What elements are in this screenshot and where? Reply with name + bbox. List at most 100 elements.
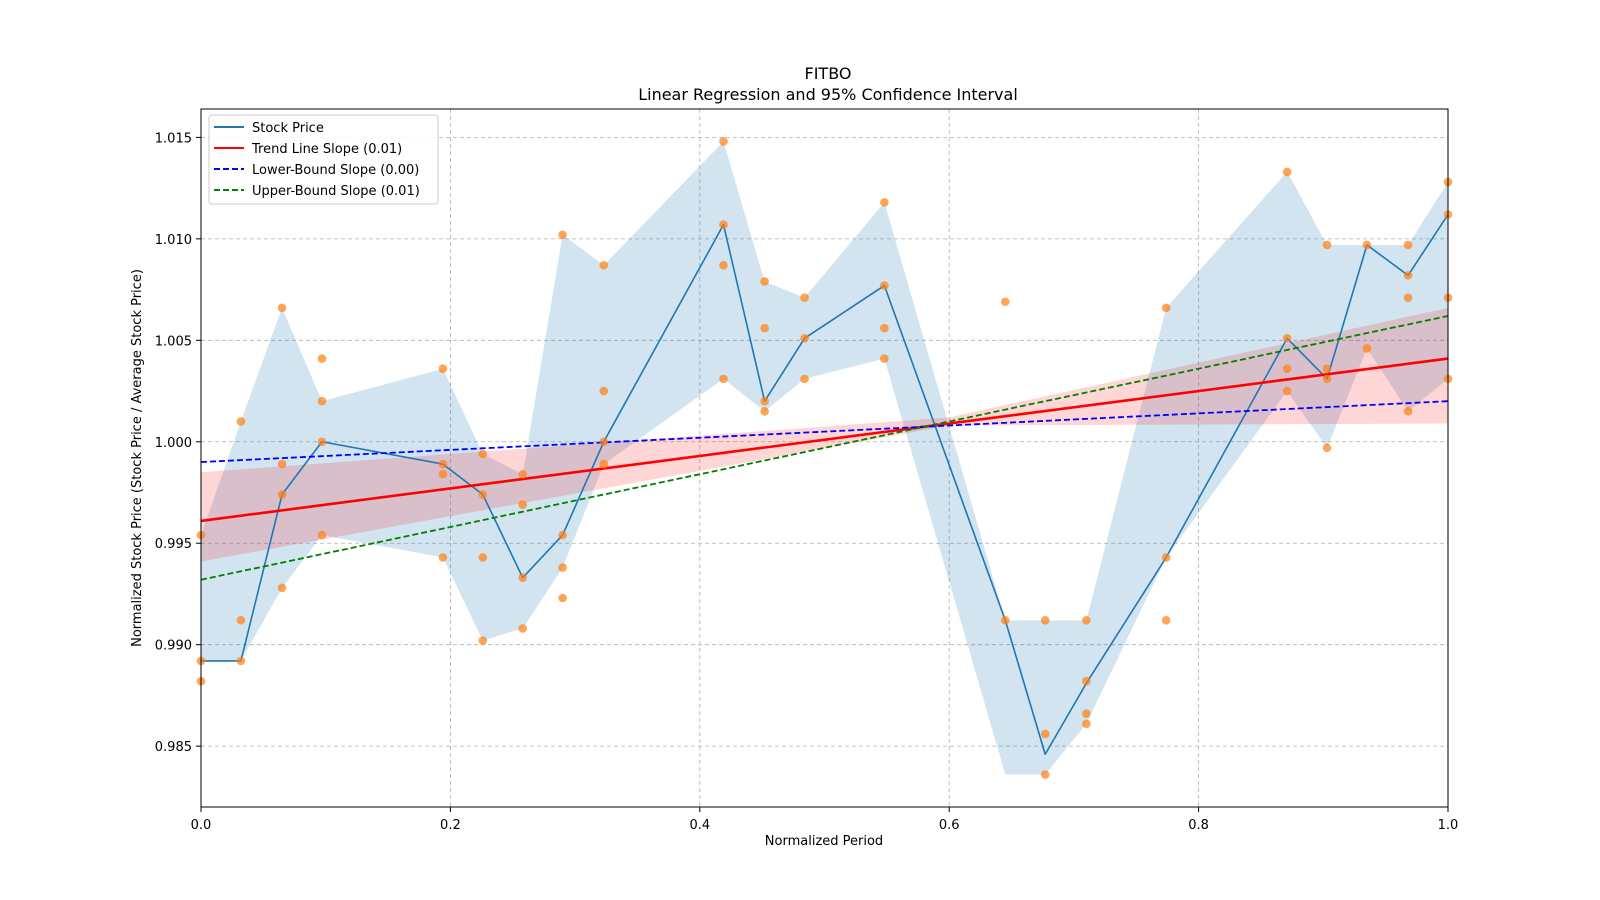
scatter-point-59	[1161, 553, 1171, 562]
scatter-point-64	[1282, 386, 1292, 396]
scatter-point-68	[1322, 443, 1332, 453]
scatter-point-50	[1001, 616, 1010, 625]
scatter-point-24	[518, 573, 528, 583]
scatter-point-39	[760, 323, 769, 333]
trend-ci-band	[201, 307, 1448, 562]
scatter-point-33	[599, 459, 609, 469]
scatter-point-61	[1282, 167, 1292, 177]
scatter-point-5	[236, 656, 246, 666]
scatter-point-15	[438, 459, 448, 469]
scatter-point-45	[880, 198, 889, 207]
scatter-point-38	[760, 277, 769, 286]
scatter-point-43	[800, 333, 809, 343]
y-tick-label-1: 0.990	[155, 639, 192, 654]
scatter-point-32	[599, 437, 609, 447]
y-axis-ticks: 0.985 0.990 0.995 1.000 1.005 1.010 1.015	[155, 131, 201, 755]
scatter-point-8	[277, 490, 287, 499]
scatter-point-58	[1161, 303, 1171, 313]
scatter-point-34	[719, 137, 728, 146]
scatter-point-37	[719, 374, 728, 384]
scatter-point-27	[558, 530, 567, 540]
scatter-point-46	[880, 281, 889, 290]
scatter-point-19	[478, 490, 488, 499]
scatter-point-6	[277, 303, 287, 313]
scatter-point-60	[1161, 616, 1171, 625]
scatter-point-47	[880, 323, 889, 333]
scatter-point-55	[1082, 676, 1091, 686]
scatter-point-12	[317, 437, 327, 447]
scatter-points	[196, 137, 1453, 779]
legend-label-trend-line: Trend Line Slope (0.01)	[251, 142, 402, 157]
scatter-point-57	[1082, 719, 1091, 729]
y-tick-label-4: 1.005	[155, 334, 192, 349]
lower-bound-line	[200, 400, 1449, 463]
scatter-point-71	[1403, 240, 1413, 250]
trend-confidence-band	[201, 307, 1448, 562]
scatter-point-36	[719, 260, 728, 270]
scatter-point-72	[1403, 271, 1413, 280]
scatter-point-23	[518, 500, 528, 509]
y-tick-label-2: 0.995	[155, 537, 192, 552]
scatter-point-70	[1362, 344, 1372, 353]
scatter-point-49	[1001, 297, 1010, 307]
scatter-point-11	[317, 396, 327, 406]
scatter-point-17	[438, 553, 448, 562]
scatter-point-14	[438, 364, 448, 374]
scatter-point-10	[317, 354, 327, 363]
legend-label-upper-bound: Upper-Bound Slope (0.01)	[252, 184, 420, 199]
x-axis-label: Normalized Period	[765, 834, 883, 849]
chart-title: FITBO	[805, 64, 852, 83]
y-tick-label-0: 0.985	[155, 740, 192, 755]
y-tick-label-6: 1.015	[155, 131, 192, 146]
scatter-point-30	[599, 260, 609, 270]
scatter-point-22	[518, 469, 528, 479]
scatter-point-16	[438, 469, 448, 479]
stock-price-range-band	[201, 141, 1448, 775]
x-axis-ticks: 0.0 0.2 0.4 0.6 0.8 1.0	[191, 807, 1459, 833]
scatter-point-51	[1040, 616, 1050, 625]
scatter-point-52	[1040, 729, 1050, 739]
scatter-point-40	[760, 396, 769, 406]
x-tick-label-1: 0.2	[440, 818, 461, 833]
scatter-point-41	[760, 407, 769, 416]
trend-line	[200, 357, 1449, 523]
legend: Stock Price Trend Line Slope (0.01) Lowe…	[208, 114, 439, 205]
scatter-point-44	[800, 374, 809, 384]
legend-label-lower-bound: Lower-Bound Slope (0.00)	[252, 163, 419, 178]
scatter-point-67	[1322, 374, 1332, 384]
scatter-point-35	[719, 220, 728, 229]
scatter-point-62	[1282, 333, 1292, 343]
upper-bound-line	[200, 315, 1449, 581]
y-tick-label-5: 1.010	[155, 233, 192, 248]
scatter-point-3	[236, 417, 246, 426]
x-tick-label-3: 0.6	[939, 818, 960, 833]
y-tick-label-3: 1.000	[155, 436, 192, 451]
chart-subtitle: Linear Regression and 95% Confidence Int…	[638, 85, 1018, 104]
scatter-point-9	[277, 583, 287, 593]
scatter-point-54	[1082, 616, 1091, 625]
stock-price-band	[201, 141, 1448, 775]
scatter-point-20	[478, 553, 488, 562]
scatter-point-56	[1082, 709, 1091, 718]
scatter-point-69	[1362, 240, 1372, 250]
scatter-point-74	[1403, 407, 1413, 416]
scatter-point-63	[1282, 364, 1292, 374]
scatter-point-29	[558, 593, 567, 603]
x-tick-label-4: 0.8	[1188, 818, 1209, 833]
scatter-point-18	[478, 449, 488, 459]
scatter-point-42	[800, 293, 809, 303]
scatter-point-25	[518, 624, 528, 633]
series-lines	[200, 214, 1449, 756]
x-tick-label-5: 1.0	[1438, 818, 1459, 833]
y-axis-label: Normalized Stock Price (Stock Price / Av…	[130, 269, 145, 647]
scatter-point-48	[880, 354, 889, 363]
scatter-point-73	[1403, 293, 1413, 303]
scatter-point-26	[558, 230, 567, 240]
scatter-point-66	[1322, 364, 1332, 374]
scatter-point-4	[236, 616, 246, 625]
scatter-point-28	[558, 563, 567, 572]
scatter-point-31	[599, 386, 609, 396]
scatter-point-7	[277, 459, 287, 469]
scatter-point-53	[1040, 770, 1050, 779]
